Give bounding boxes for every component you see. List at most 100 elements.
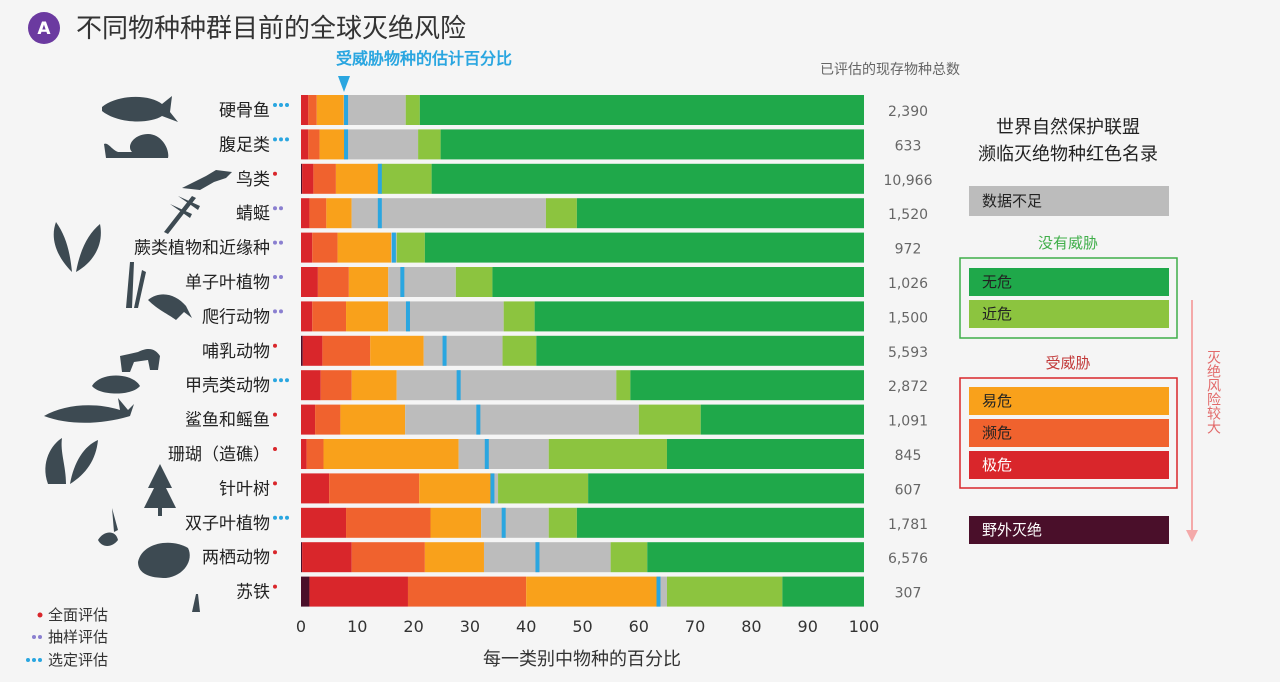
bar-segment-dd [343,95,406,125]
deer-icon [120,318,160,372]
bar-segment-vu [337,232,392,263]
bar-segment-nt [418,129,441,160]
x-tick-label: 100 [849,617,880,636]
bar-segment-nt [502,335,537,366]
threat-estimate-marker [400,267,405,297]
bar-segment-nt [503,301,535,332]
method-marker [273,481,277,486]
threat-estimate-marker [501,507,506,538]
category-label: 蜻蜓 [236,204,270,224]
bar-segment-lc [782,576,864,607]
method-marker [285,137,289,142]
bar-segment-lc [492,267,864,297]
legend-label-nt: 近危 [982,305,1012,323]
method-comprehensive-marker [37,612,43,618]
method-marker [279,103,283,107]
bar-segment-dd [658,576,667,607]
method-marker [285,515,289,520]
bar-segment-vu [419,473,493,504]
method-selected-label: 选定评估 [48,651,108,669]
bar-segment-en [308,95,317,125]
legend-swatch-ew [969,516,1169,544]
bar-segment-dd [388,301,504,332]
bar-segment-cr [301,129,309,160]
threat-estimate-marker [656,576,661,607]
method-marker [279,206,283,211]
bar-segment-cr [301,439,307,469]
fern-icon [53,222,101,272]
bar-segment-vu [370,335,424,366]
species-total: 1,026 [888,276,928,292]
category-label: 哺乳动物 [202,342,270,362]
panel-badge [28,12,60,44]
bar-segment-nt [666,576,783,607]
method-selected-marker-2 [32,658,36,662]
species-total: 1,520 [888,207,928,223]
panel-title: 不同物种种群目前的全球灭绝风险 [76,14,466,44]
category-label: 珊瑚（造礁） [168,445,270,465]
flower-icon [98,508,118,546]
bar-segment-cr [301,95,309,125]
bar-segment-cr [301,370,321,401]
method-legend: 全面评估 抽样评估 选定评估 [26,606,108,669]
threat-estimate-marker [456,370,461,401]
bar-segment-nt [548,439,667,469]
x-axis-title: 每一类别中物种的百分比 [483,649,681,670]
risk-arrow-head [1186,530,1198,542]
x-tick-label: 40 [516,617,536,636]
bar-segment-nt [638,404,701,435]
bar-segment-nt [545,198,577,229]
bar-segment-vu [424,542,484,573]
shark-icon [44,398,134,423]
x-tick-label: 50 [572,617,592,636]
legend-swatch-vu [969,387,1169,415]
legend-label-lc: 无危 [982,273,1012,291]
bar-segment-vu [335,163,379,194]
species-total: 845 [895,448,922,464]
legend-not-threatened-title: 没有威胁 [1038,234,1098,252]
method-marker [273,550,277,555]
bar-segment-en [312,232,338,263]
bar-segment-vu [323,439,459,469]
bar-segment-en [317,267,349,297]
method-marker [279,515,283,520]
species-total: 10,966 [884,173,933,189]
bar-segment-dd [344,129,419,160]
bar-segment-vu [316,95,344,125]
x-tick-label: 90 [798,617,818,636]
method-marker [273,447,277,451]
method-marker [273,137,277,142]
bar-segment-lc [576,507,864,538]
bar-segment-lc [576,198,864,229]
frog-icon [138,542,190,578]
species-total: 5,593 [888,345,928,361]
x-axis-ticks: 0 10 20 30 40 50 60 70 80 90 100 [296,617,879,636]
bar-segment-vu [526,576,659,607]
hummingbird-icon [182,170,232,190]
bar-segment-vu [351,370,397,401]
bar-segment-en [346,507,431,538]
x-tick-label: 70 [685,617,705,636]
species-total: 1,781 [888,517,928,533]
legend: 世界自然保护联盟 濒临灭绝物种红色名录 数据不足 没有威胁 无危 近危 受威胁 … [959,117,1221,544]
method-marker [285,378,289,383]
grass-icon [126,262,146,308]
species-total: 2,390 [888,104,928,120]
bar-segment-en [351,542,425,573]
bars-layer [301,95,864,607]
legend-label-ew: 野外灭绝 [982,521,1042,539]
bar-segment-dd [396,370,617,401]
legend-not-threatened-box [959,257,1178,339]
bar-segment-cr [301,232,313,263]
bar-segment-dd [481,507,549,538]
legend-swatch-nt [969,300,1169,328]
category-label: 蕨类植物和近缘种 [134,239,270,259]
bar-segment-dd [405,404,639,435]
threat-estimate-marker [484,439,489,469]
threat-estimate-marker [377,198,382,229]
bar-segment-cr [302,163,314,194]
threat-marker-arrow [338,76,350,92]
snail-icon [104,134,169,158]
legend-label-en: 濒危 [982,424,1012,442]
